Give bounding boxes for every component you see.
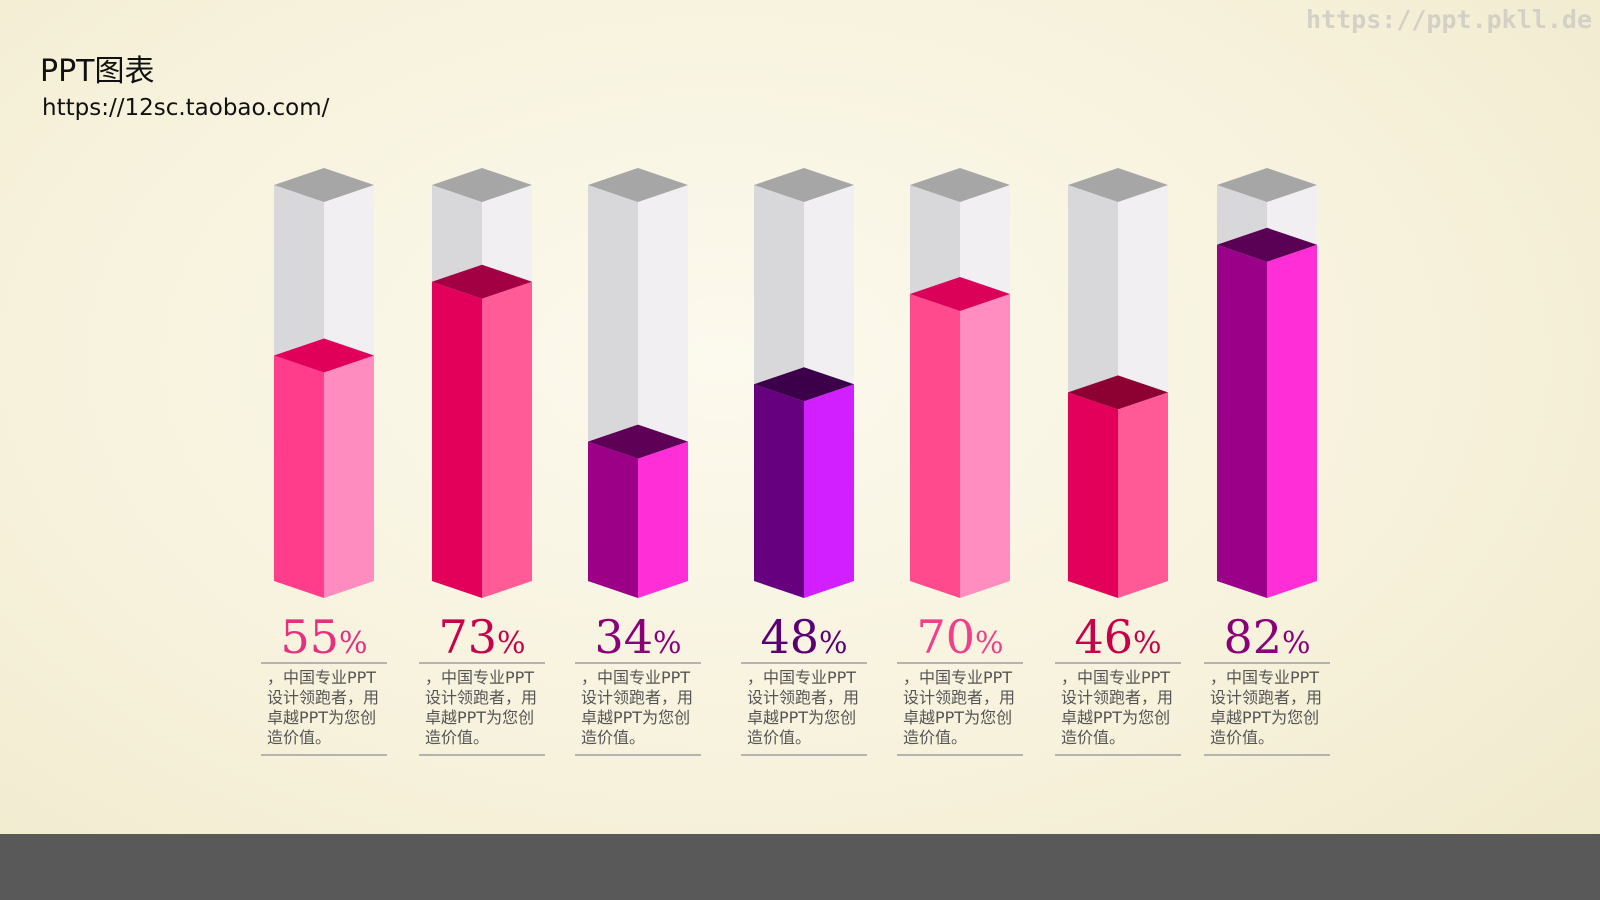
bar-value-percent-sign: % xyxy=(1282,626,1311,661)
bar-description: ，中国专业PPT设计领跑者，用卓越PPT为您创造价值。 xyxy=(575,664,701,756)
bar-value-number: 70 xyxy=(916,610,976,664)
container-top-face xyxy=(274,168,374,202)
bar-right-face xyxy=(960,294,1010,598)
bar-value-label: 73% xyxy=(419,612,545,664)
footer-band xyxy=(0,834,1600,900)
bar-right-face xyxy=(804,384,854,598)
bar-right-face xyxy=(1267,244,1317,599)
bar-value-percent-sign: % xyxy=(653,626,682,661)
bar-top-face xyxy=(588,424,688,459)
watermark: https://ppt.pkll.de xyxy=(1306,5,1592,34)
bar-description: ，中国专业PPT设计领跑者，用卓越PPT为您创造价值。 xyxy=(1055,664,1181,756)
bar-description: ，中国专业PPT设计领跑者，用卓越PPT为您创造价值。 xyxy=(897,664,1023,756)
bar-value-number: 82 xyxy=(1223,610,1283,664)
bar-top-face xyxy=(1068,375,1168,410)
bar-value-label: 70% xyxy=(897,612,1023,664)
bar-top-face xyxy=(432,264,532,299)
bar-description: ，中国专业PPT设计领跑者，用卓越PPT为您创造价值。 xyxy=(419,664,545,756)
page-title: PPT图表 xyxy=(40,54,155,89)
bar-value-percent-sign: % xyxy=(497,626,526,661)
bar-value-label: 48% xyxy=(741,612,867,664)
bar-label-card: 82% ，中国专业PPT设计领跑者，用卓越PPT为您创造价值。 xyxy=(1204,612,1330,756)
bar-value-label: 82% xyxy=(1204,612,1330,664)
bar-right-face xyxy=(482,281,532,598)
container-top-face xyxy=(432,168,532,202)
bar-value-percent-sign: % xyxy=(339,626,368,661)
bar-left-face xyxy=(274,355,324,598)
bar-value-label: 34% xyxy=(575,612,701,664)
bar-label-card: 48% ，中国专业PPT设计领跑者，用卓越PPT为您创造价值。 xyxy=(741,612,867,756)
bar-label-card: 46% ，中国专业PPT设计领跑者，用卓越PPT为您创造价值。 xyxy=(1055,612,1181,756)
bar-label-card: 55% ，中国专业PPT设计领跑者，用卓越PPT为您创造价值。 xyxy=(261,612,387,756)
bar-label-card: 34% ，中国专业PPT设计领跑者，用卓越PPT为您创造价值。 xyxy=(575,612,701,756)
container-top-face xyxy=(588,168,688,202)
page-subtitle-url: https://12sc.taobao.com/ xyxy=(42,95,330,121)
bar-top-face xyxy=(274,338,374,373)
bar-value-number: 55 xyxy=(280,610,340,664)
container-top-face xyxy=(754,168,854,202)
bar-right-face xyxy=(638,441,688,598)
bar-top-face xyxy=(910,277,1010,311)
bar-left-face xyxy=(1217,244,1267,599)
bar-right-face xyxy=(1118,392,1168,598)
bar-value-number: 46 xyxy=(1074,610,1134,664)
bar-label-card: 70% ，中国专业PPT设计领跑者，用卓越PPT为您创造价值。 xyxy=(897,612,1023,756)
bar-right-face xyxy=(324,355,374,598)
bar-value-label: 46% xyxy=(1055,612,1181,664)
bar-top-face xyxy=(754,367,854,402)
bar-value-label: 55% xyxy=(261,612,387,664)
bar-left-face xyxy=(432,281,482,598)
bar-top-face xyxy=(1217,227,1317,262)
bar-left-face xyxy=(1068,392,1118,598)
bar-value-percent-sign: % xyxy=(975,626,1004,661)
bar-value-number: 34 xyxy=(594,610,654,664)
bar-value-number: 48 xyxy=(760,610,820,664)
bar-value-number: 73 xyxy=(438,610,498,664)
container-top-face xyxy=(1217,168,1317,202)
bar-value-percent-sign: % xyxy=(1133,626,1162,661)
bar-value-percent-sign: % xyxy=(819,626,848,661)
container-top-face xyxy=(910,168,1010,202)
bar-label-card: 73% ，中国专业PPT设计领跑者，用卓越PPT为您创造价值。 xyxy=(419,612,545,756)
bar-left-face xyxy=(754,384,804,598)
bar-left-face xyxy=(910,294,960,598)
bar-description: ，中国专业PPT设计领跑者，用卓越PPT为您创造价值。 xyxy=(741,664,867,756)
bar-left-face xyxy=(588,441,638,598)
container-top-face xyxy=(1068,168,1168,202)
bar-description: ，中国专业PPT设计领跑者，用卓越PPT为您创造价值。 xyxy=(1204,664,1330,756)
bar-description: ，中国专业PPT设计领跑者，用卓越PPT为您创造价值。 xyxy=(261,664,387,756)
